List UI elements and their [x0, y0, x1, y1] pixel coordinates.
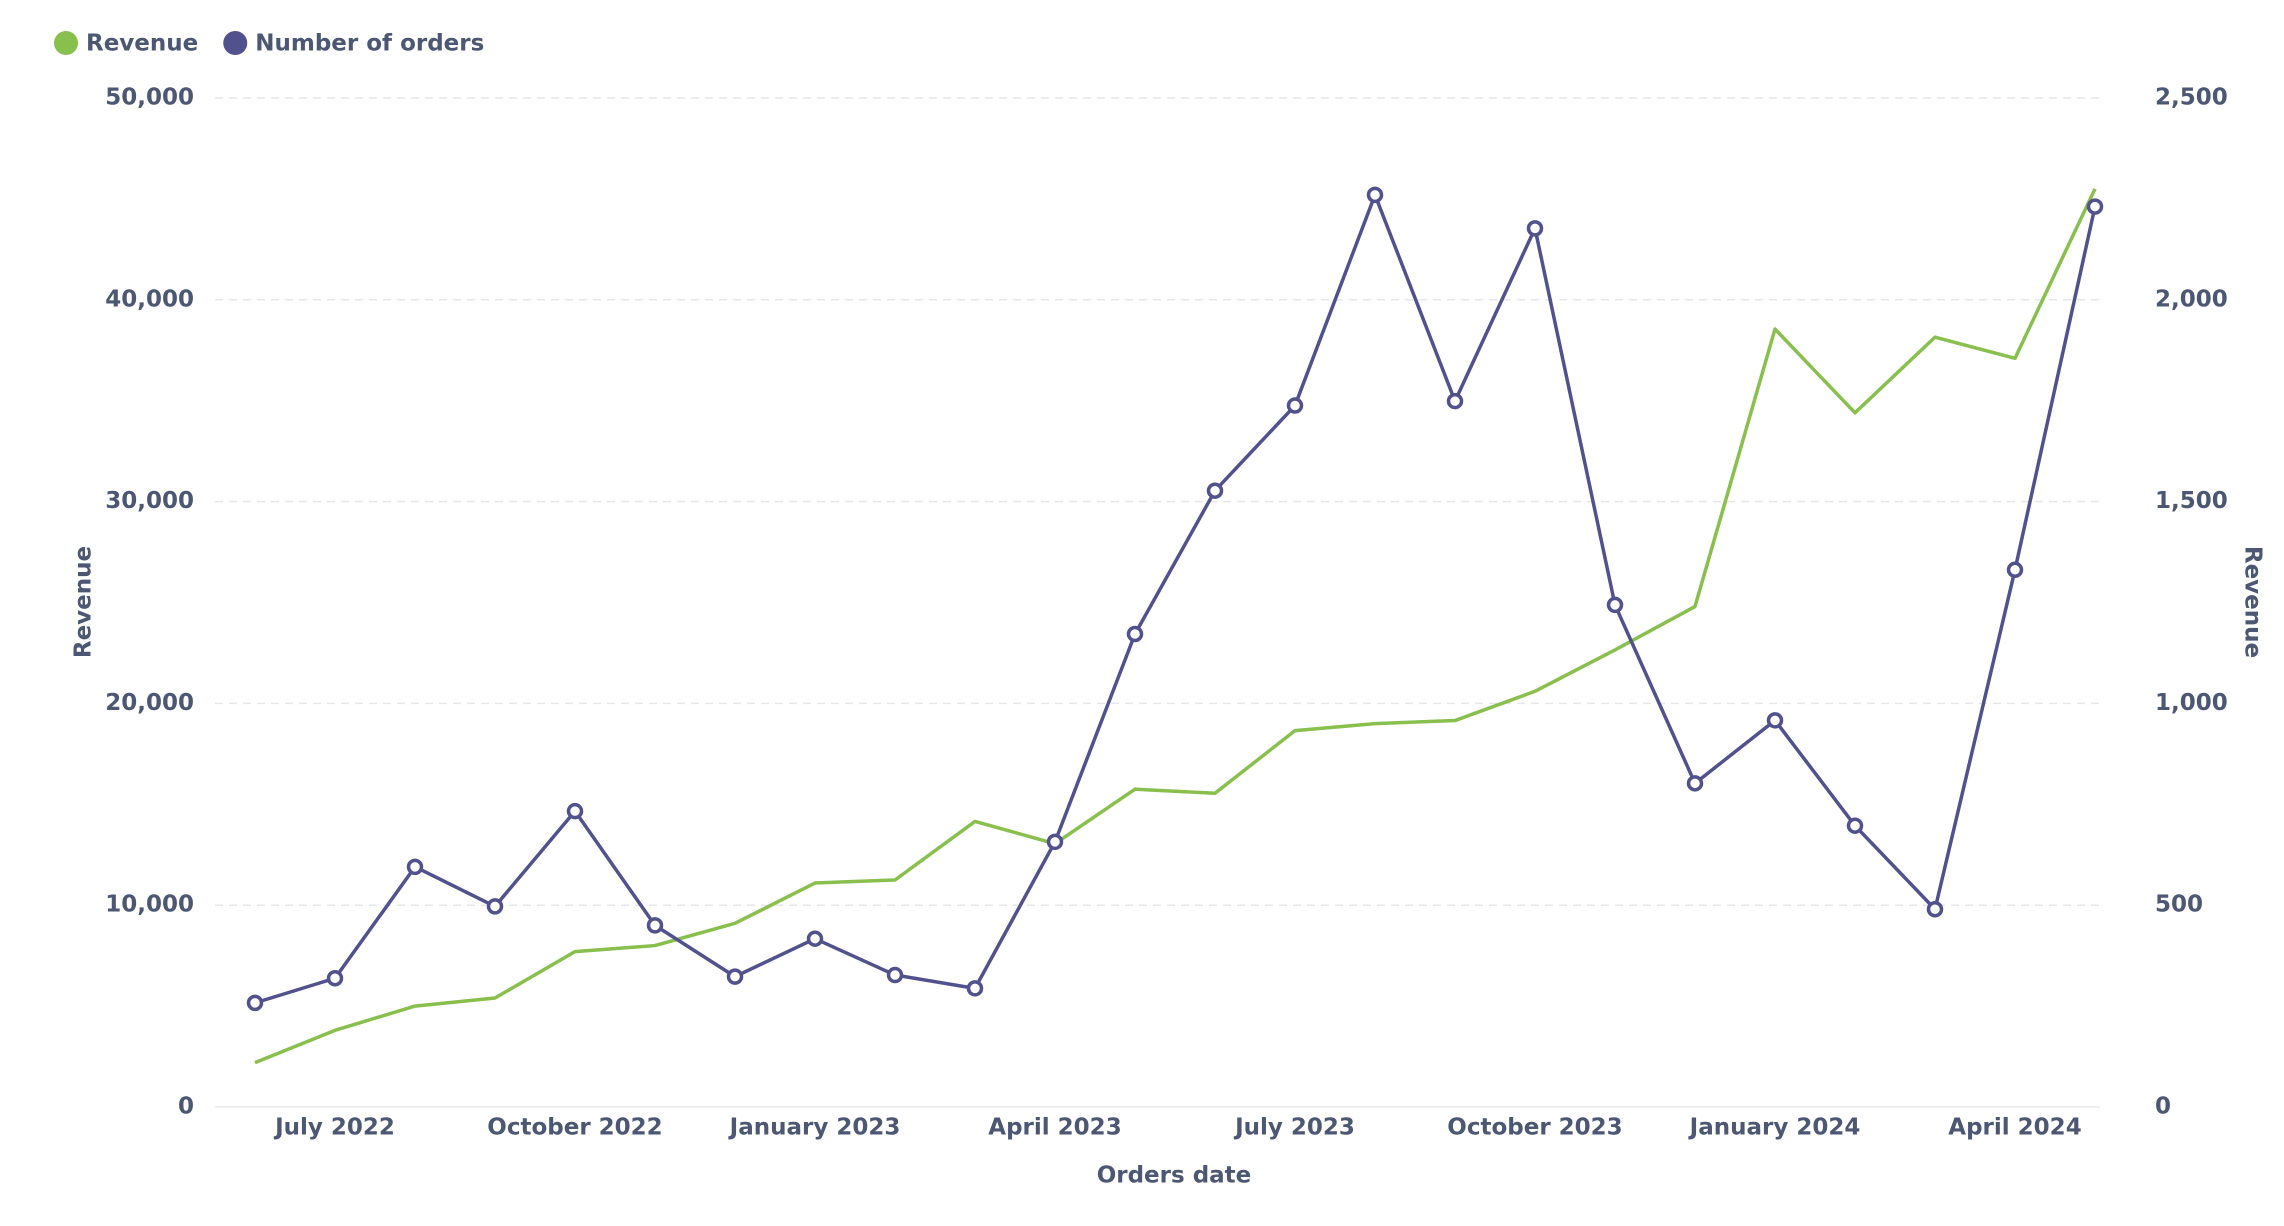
x-tick-label: April 2023	[988, 1115, 1121, 1141]
x-tick-label: July 2022	[273, 1115, 395, 1141]
y-tick-label: 40,000	[105, 286, 194, 312]
legend-label: Revenue	[86, 31, 198, 57]
y2-tick-label: 1,500	[2155, 488, 2228, 514]
legend-swatch	[223, 31, 248, 55]
data-point	[1766, 712, 1784, 729]
y2-tick-label: 0	[2155, 1094, 2171, 1120]
y2-tick-label: 500	[2155, 892, 2203, 918]
data-point	[1286, 397, 1304, 414]
data-point	[406, 858, 424, 876]
legend-label: Number of orders	[255, 31, 484, 57]
data-point	[326, 970, 344, 987]
data-point	[2006, 561, 2024, 579]
y-tick-label: 0	[178, 1094, 194, 1120]
x-tick-label: July 2023	[1233, 1115, 1355, 1141]
data-point	[246, 994, 264, 1012]
y2-tick-label: 2,000	[2155, 286, 2228, 312]
data-point	[886, 966, 904, 984]
y2-axis-label: Revenue	[2240, 546, 2266, 658]
y-tick-label: 10,000	[105, 892, 194, 918]
data-point	[2086, 198, 2104, 215]
data-point	[1526, 220, 1544, 237]
data-point	[806, 930, 824, 947]
x-tick-label: April 2024	[1948, 1115, 2081, 1141]
series-line	[254, 193, 2097, 1005]
data-point	[486, 898, 504, 915]
data-point	[1366, 186, 1384, 204]
y-tick-label: 20,000	[105, 690, 194, 716]
data-point	[1846, 817, 1864, 834]
x-tick-label: October 2023	[1447, 1115, 1622, 1141]
x-axis-label: Orders date	[1097, 1163, 1252, 1189]
data-point	[1686, 775, 1704, 792]
y-tick-label: 50,000	[105, 85, 194, 111]
data-point	[646, 917, 664, 934]
data-point	[1606, 596, 1624, 614]
y-tick-label: 30,000	[105, 488, 194, 514]
data-point	[966, 980, 984, 997]
data-point	[1126, 625, 1144, 643]
x-tick-label: January 2024	[1688, 1115, 1861, 1141]
data-point	[1446, 392, 1464, 410]
data-point	[1046, 833, 1064, 851]
series-line	[254, 188, 2097, 1065]
y-axis-label: Revenue	[71, 546, 97, 658]
x-tick-label: October 2022	[487, 1115, 662, 1141]
x-tick-label: January 2023	[728, 1115, 901, 1141]
y2-tick-label: 1,000	[2155, 690, 2228, 716]
data-point	[726, 968, 744, 985]
data-point	[1206, 482, 1224, 499]
data-point	[1926, 900, 1944, 918]
y2-tick-label: 2,500	[2155, 85, 2228, 111]
data-point	[566, 802, 584, 820]
legend-swatch	[54, 31, 78, 55]
